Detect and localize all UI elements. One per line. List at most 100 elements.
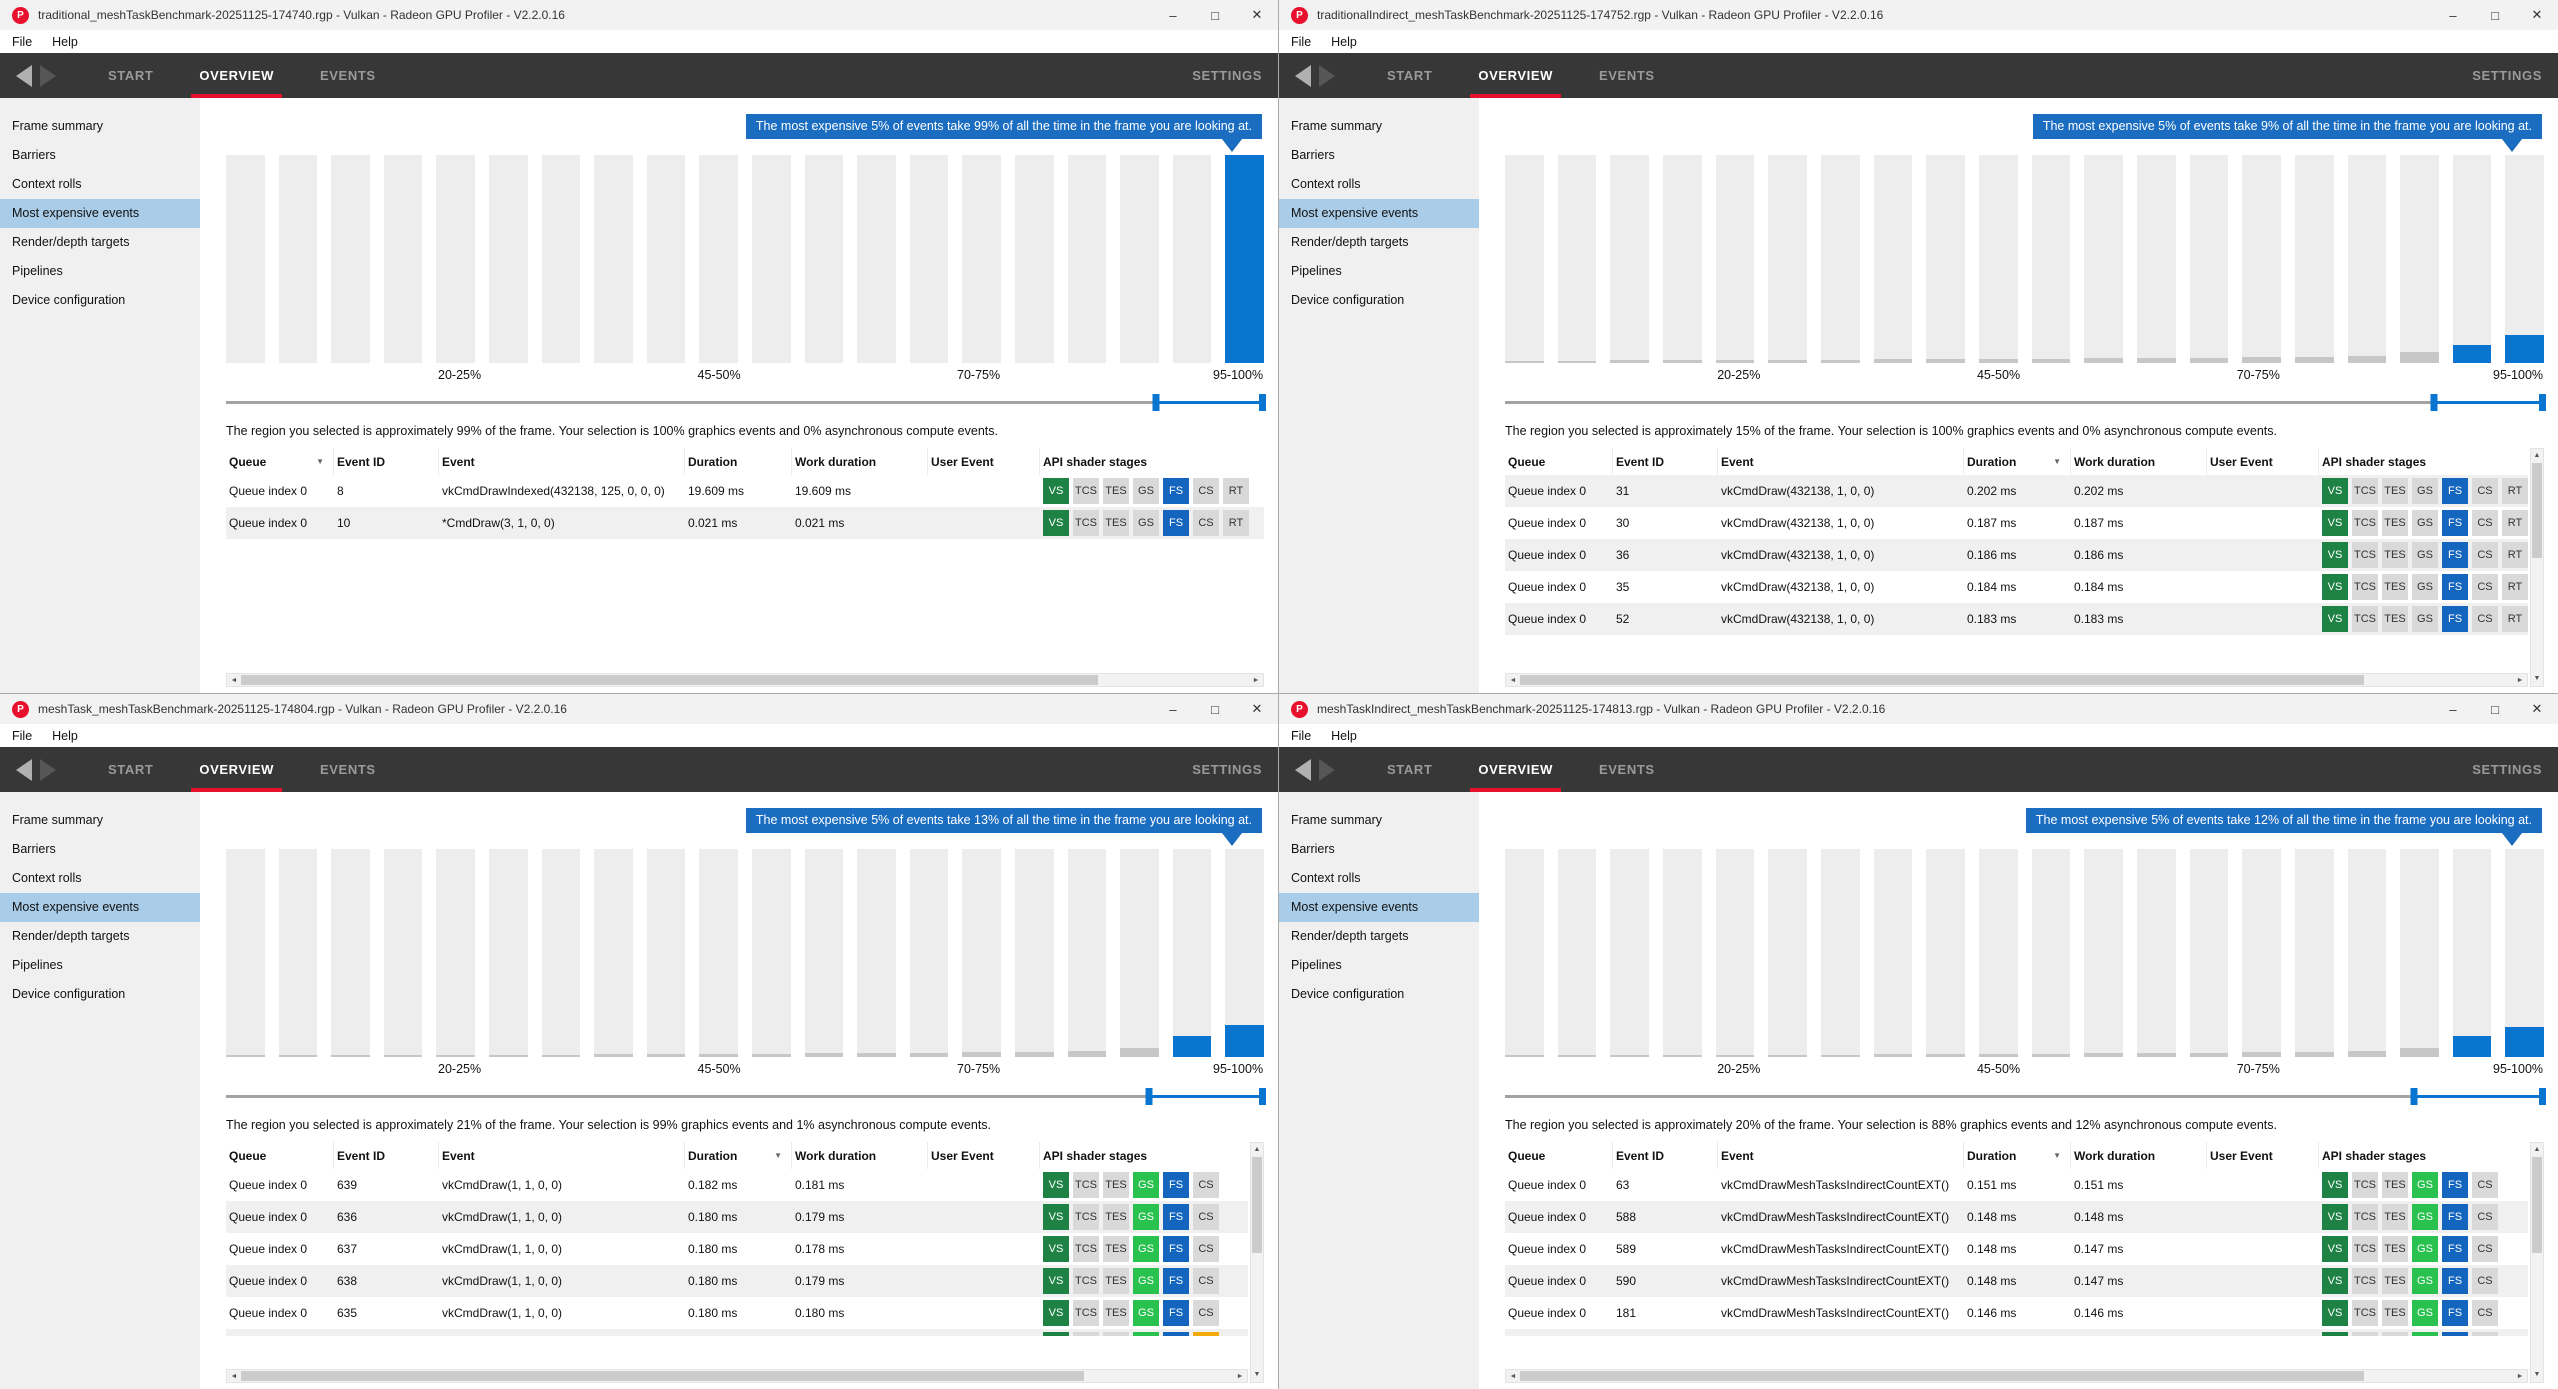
sidebar-item-barriers[interactable]: Barriers [1291,842,1335,856]
menu-file[interactable]: File [1291,34,1312,49]
sidebar-item-render-depth-targets[interactable]: Render/depth targets [12,929,130,943]
column-header-event[interactable]: Event [439,448,685,475]
histogram-bar[interactable] [2242,849,2281,1057]
histogram-bar[interactable] [2189,849,2229,1057]
v-scroll-track[interactable] [2531,1253,2543,1368]
histogram-bar[interactable] [1662,849,1702,1057]
histogram-bar[interactable] [2452,849,2492,1057]
histogram-bar[interactable] [1557,849,1597,1057]
scroll-down-icon[interactable]: ▼ [2533,675,2541,682]
histogram-bar[interactable] [1715,849,1755,1057]
histogram-bar[interactable] [1225,849,1264,1057]
histogram-bar[interactable] [594,155,633,363]
histogram-bar[interactable] [2189,155,2229,363]
tab-settings[interactable]: SETTINGS [2472,68,2542,83]
column-header-work-duration[interactable]: Work duration [2071,448,2207,475]
forward-arrow-icon[interactable] [40,758,56,781]
table-row[interactable]: Queue index 0 52 vkCmdDraw(432138, 1, 0, 0… [1505,603,2528,635]
title-bar[interactable]: P meshTask_meshTaskBenchmark-20251125-17… [0,694,1278,724]
tab-overview[interactable]: OVERVIEW [191,53,282,98]
histogram-bar[interactable] [2505,849,2545,1057]
vertical-scrollbar[interactable]: ▲ ▼ [2530,1142,2544,1383]
column-header-duration[interactable]: Duration ▼ [1964,1142,2071,1169]
sidebar-item-render-depth-targets[interactable]: Render/depth targets [1291,235,1409,249]
table-row[interactable]: Queue index 0 635 vkCmdDraw(1, 1, 0, 0) 0.1… [226,1297,1248,1329]
column-header-duration[interactable]: Duration [685,448,792,475]
histogram-bar[interactable] [436,155,475,363]
sidebar-item-frame-summary[interactable]: Frame summary [1291,119,1382,133]
sidebar-item-barriers[interactable]: Barriers [12,842,56,856]
slider-handle-left[interactable] [2410,1088,2418,1105]
sidebar-item-render-depth-targets[interactable]: Render/depth targets [12,235,130,249]
sidebar-item-most-expensive-events[interactable]: Most expensive events [0,199,200,228]
sidebar-item-pipelines[interactable]: Pipelines [1291,264,1342,278]
histogram-bar[interactable] [804,155,844,363]
column-header-api-shader-stages[interactable]: API shader stages [1040,448,1264,475]
title-bar[interactable]: P traditionalIndirect_meshTaskBenchmark-… [1279,0,2558,30]
histogram-bar[interactable] [278,155,318,363]
menu-help[interactable]: Help [52,34,78,49]
histogram-bar[interactable] [857,849,896,1057]
histogram-bar[interactable] [1120,849,1159,1057]
histogram-bar[interactable] [1014,155,1054,363]
tab-start[interactable]: START [1387,68,1433,83]
column-header-work-duration[interactable]: Work duration [792,448,928,475]
vertical-scrollbar[interactable]: ▲ ▼ [1250,1142,1264,1383]
histogram-bar[interactable] [1505,849,1544,1057]
table-row[interactable]: Queue index 0 36 vkCmdDraw(432138, 1, 0, 0… [1505,539,2528,571]
histogram-bar[interactable] [2294,849,2334,1057]
forward-arrow-icon[interactable] [1319,64,1335,87]
menu-help[interactable]: Help [52,728,78,743]
table-row[interactable]: Queue index 0 31 vkCmdDraw(432138, 1, 0, 0… [1505,475,2528,507]
range-slider[interactable] [226,391,1266,415]
scroll-right-icon[interactable]: ► [1252,676,1260,684]
histogram-bar[interactable] [1978,849,2018,1057]
table-row[interactable]: Queue index 0 30 vkCmdDraw(432138, 1, 0, 0… [1505,507,2528,539]
column-header-duration[interactable]: Duration ▼ [1964,448,2071,475]
histogram-bar[interactable] [1873,155,1913,363]
sidebar-item-frame-summary[interactable]: Frame summary [12,119,103,133]
back-arrow-icon[interactable] [1295,758,1311,781]
histogram-bar[interactable] [541,849,581,1057]
table-row[interactable]: Queue index 0 639 vkCmdDraw(1, 1, 0, 0) 0.1… [226,1169,1248,1201]
slider-handle-right[interactable] [2539,394,2546,411]
histogram-bar[interactable] [857,155,896,363]
slider-handle-right[interactable] [1259,1088,1266,1105]
menu-file[interactable]: File [12,34,33,49]
v-scroll-thumb[interactable] [2532,463,2542,558]
table-row[interactable]: Queue index 0 589 vkCmdDrawMeshTasksIndire… [1505,1233,2528,1265]
histogram-bar[interactable] [2400,849,2439,1057]
column-header-api-shader-stages[interactable]: API shader stages [2319,448,2528,475]
title-bar[interactable]: P traditional_meshTaskBenchmark-20251125… [0,0,1278,30]
close-icon[interactable]: ✕ [2531,701,2543,716]
histogram-bar[interactable] [2347,849,2387,1057]
histogram-bar[interactable] [646,155,686,363]
tab-start[interactable]: START [108,762,154,777]
sidebar-item-pipelines[interactable]: Pipelines [12,264,63,278]
table-row[interactable]: Queue index 0 8 vkCmdDrawIndexed(432138, 1… [226,475,1264,507]
horizontal-scrollbar[interactable]: ◄ ► [226,1369,1248,1383]
maximize-icon[interactable]: □ [1211,7,1219,23]
title-bar[interactable]: P meshTaskIndirect_meshTaskBenchmark-202… [1279,694,2558,724]
v-scroll-track[interactable] [2531,558,2543,672]
sidebar-item-frame-summary[interactable]: Frame summary [1291,813,1382,827]
scroll-down-icon[interactable]: ▼ [2533,1371,2541,1378]
scroll-right-icon[interactable]: ► [2516,676,2524,684]
scroll-left-icon[interactable]: ◄ [230,676,238,684]
scroll-left-icon[interactable]: ◄ [1509,1372,1517,1380]
minimize-icon[interactable]: – [2449,7,2457,23]
histogram-bar[interactable] [2031,849,2071,1057]
histogram-bar[interactable] [226,849,265,1057]
scroll-up-icon[interactable]: ▲ [2533,452,2541,459]
column-header-api-shader-stages[interactable]: API shader stages [1040,1142,1248,1169]
h-scroll-thumb[interactable] [241,1371,1085,1381]
histogram-bar[interactable] [2452,155,2492,363]
column-header-event-id[interactable]: Event ID [1613,1142,1718,1169]
h-scroll-thumb[interactable] [241,675,1098,685]
histogram-bar[interactable] [383,155,423,363]
sidebar-item-device-configuration[interactable]: Device configuration [12,293,126,307]
menu-file[interactable]: File [12,728,33,743]
menu-help[interactable]: Help [1331,728,1357,743]
histogram-bar[interactable] [2294,155,2334,363]
tab-start[interactable]: START [1387,762,1433,777]
